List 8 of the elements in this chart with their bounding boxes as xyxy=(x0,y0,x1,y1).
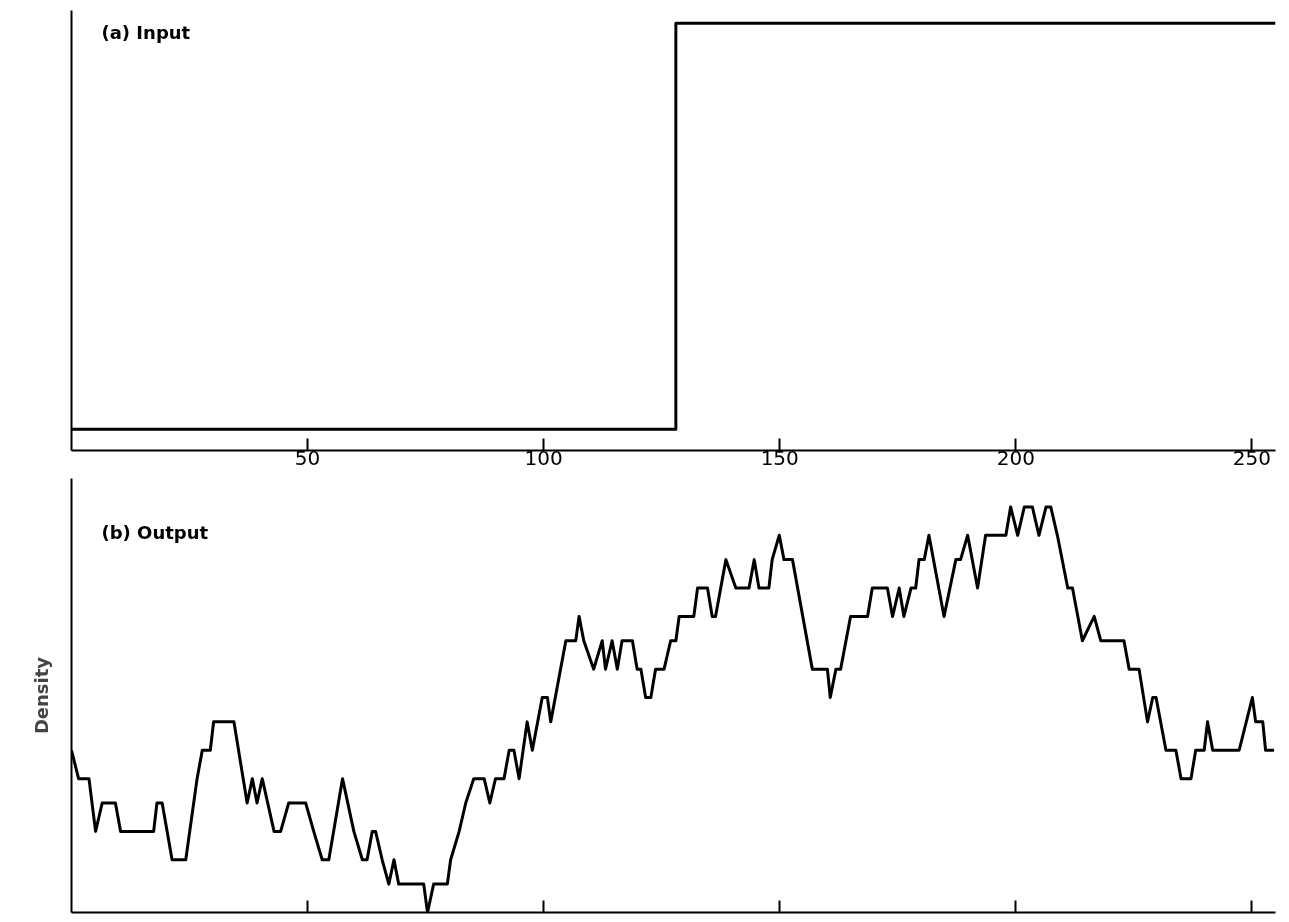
text: (b) Output xyxy=(101,521,209,543)
x-tick-label: 100 xyxy=(524,445,563,470)
x-tick-label: 50 xyxy=(294,445,321,470)
y-axis-title: Density xyxy=(30,656,52,735)
x-tick-label: 150 xyxy=(760,445,799,470)
x-tick-label: 250 xyxy=(1232,445,1271,470)
chart-title: (a) Input xyxy=(101,21,191,43)
x-tick-label: 200 xyxy=(996,445,1035,470)
